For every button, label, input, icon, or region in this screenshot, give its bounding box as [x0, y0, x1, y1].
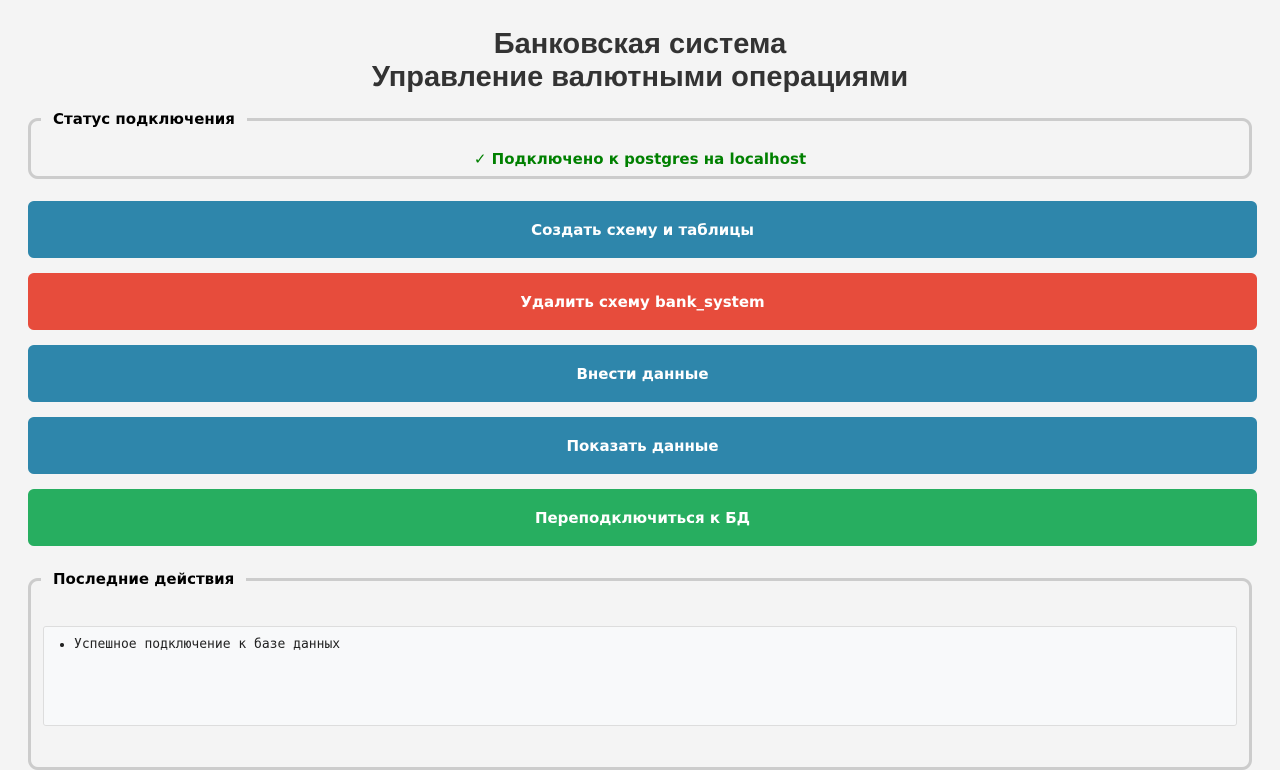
insert-data-button[interactable]: Внести данные [28, 345, 1257, 402]
recent-actions-panel: Последние действия Успешное подключение … [28, 570, 1252, 770]
show-data-button[interactable]: Показать данные [28, 417, 1257, 474]
create-schema-button[interactable]: Создать схему и таблицы [28, 201, 1257, 258]
connection-status-legend: Статус подключения [53, 110, 235, 128]
title-line-2: Управление валютными операциями [371, 61, 909, 93]
recent-actions-legend: Последние действия [53, 570, 235, 588]
reconnect-button[interactable]: Переподключиться к БД [28, 489, 1257, 546]
recent-actions-log: Успешное подключение к базе данных [43, 626, 1237, 726]
log-item: Успешное подключение к базе данных [74, 637, 1236, 652]
page-title: Банковская система Управление валютными … [0, 28, 1280, 94]
delete-schema-button[interactable]: Удалить схему bank_system [28, 273, 1257, 330]
connection-status-panel: Статус подключения ✓ Подключено к postgr… [28, 110, 1252, 179]
title-line-1: Банковская система [493, 28, 787, 60]
connection-status-text: ✓ Подключено к postgres на localhost [473, 150, 807, 168]
